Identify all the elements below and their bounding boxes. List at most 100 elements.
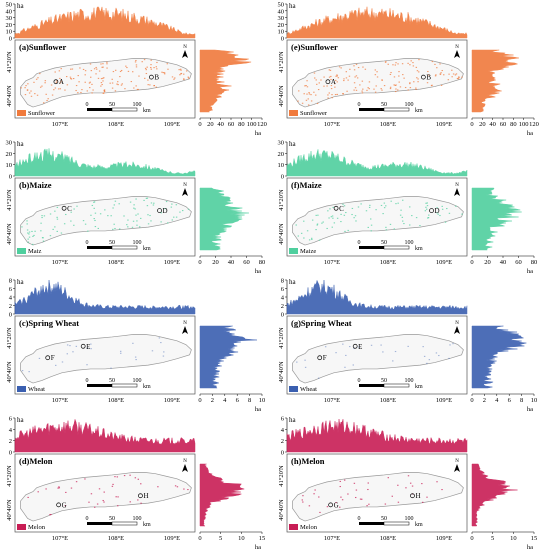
- side-profile: 0 20 40 60 80 ha: [470, 187, 537, 275]
- top-tick-label: 2: [9, 438, 12, 445]
- crop-pixel: [95, 66, 97, 69]
- crop-pixel: [303, 93, 305, 95]
- top-tick-label: 4: [9, 427, 13, 434]
- sample-point-label: B: [426, 74, 431, 82]
- scale-bar-white: [111, 521, 138, 526]
- crop-pixel: [335, 502, 337, 504]
- lon-label: 108°E: [108, 121, 124, 128]
- scale-bar-tick: 50: [109, 516, 115, 522]
- crop-pixel: [345, 354, 347, 356]
- crop-pixel: [361, 90, 363, 92]
- crop-pixel: [129, 201, 132, 203]
- sample-point: [333, 205, 339, 211]
- crop-pixel: [439, 63, 441, 65]
- crop-pixel: [311, 238, 313, 240]
- crop-pixel: [333, 83, 336, 85]
- side-tick-label: 100: [519, 121, 529, 128]
- legend-swatch: [17, 110, 26, 116]
- crop-pixel: [94, 212, 97, 214]
- crop-pixel: [144, 77, 146, 79]
- crop-pixel: [355, 220, 357, 222]
- crop-pixel: [424, 210, 427, 212]
- crop-pixel: [304, 359, 306, 361]
- crop-pixel: [187, 208, 190, 210]
- scale-bar-black: [359, 384, 384, 387]
- side-tick-label: 60: [228, 121, 235, 128]
- crop-pixel: [123, 215, 125, 217]
- side-tick-label: 100: [247, 121, 257, 128]
- crop-pixel: [307, 104, 310, 106]
- side-tick-label: 2: [483, 397, 486, 404]
- top-tick-label: 6: [281, 416, 285, 423]
- crop-pixel: [174, 77, 176, 79]
- crop-pixel: [368, 88, 370, 90]
- lon-label: 108°E: [108, 259, 124, 266]
- crop-pixel: [387, 63, 389, 65]
- crop-pixel: [434, 63, 436, 65]
- side-tick-label: 0: [470, 259, 473, 266]
- crop-pixel: [143, 199, 145, 201]
- crop-pixel: [398, 71, 400, 73]
- crop-pixel: [117, 496, 119, 498]
- crop-pixel: [65, 213, 67, 216]
- crop-pixel: [127, 226, 129, 228]
- side-profile-series: [199, 325, 258, 389]
- crop-pixel: [300, 232, 303, 234]
- crop-pixel: [353, 217, 355, 219]
- crop-pixel: [297, 100, 299, 102]
- crop-pixel: [133, 207, 135, 209]
- side-tick-label: 8: [520, 397, 523, 404]
- crop-pixel: [353, 89, 355, 91]
- side-tick-label: 120: [257, 121, 267, 128]
- crop-pixel: [307, 98, 309, 100]
- crop-pixel: [88, 82, 91, 84]
- crop-pixel: [72, 77, 75, 80]
- crop-pixel: [328, 69, 331, 71]
- side-tick-label: 4: [495, 397, 499, 404]
- crop-pixel: [137, 478, 140, 480]
- scale-bar-tick: 100: [133, 378, 142, 384]
- crop-pixel: [354, 87, 357, 89]
- crop-pixel: [348, 75, 351, 77]
- crop-pixel: [436, 481, 438, 483]
- side-profile-series: [199, 463, 245, 527]
- crop-pixel: [35, 78, 38, 80]
- crop-pixel: [145, 69, 147, 71]
- crop-pixel: [135, 85, 137, 87]
- crop-pixel: [111, 78, 113, 80]
- scale-bar-tick: 50: [109, 378, 115, 384]
- crop-pixel: [46, 99, 48, 102]
- crop-pixel: [443, 74, 445, 76]
- crop-pixel: [28, 371, 30, 373]
- crop-pixel: [111, 485, 114, 487]
- crop-pixel: [59, 82, 61, 84]
- crop-pixel: [58, 486, 60, 488]
- top-tick-label: 0: [9, 174, 12, 181]
- top-tick-label: 4: [9, 295, 13, 302]
- sample-point-label: D: [435, 207, 440, 215]
- north-label: N: [455, 321, 459, 326]
- crop-pixel: [180, 69, 182, 71]
- crop-pixel: [89, 87, 91, 89]
- scale-bar-black: [87, 522, 112, 525]
- crop-pixel: [103, 92, 105, 94]
- crop-pixel: [57, 487, 59, 489]
- crop-pixel: [66, 344, 69, 346]
- crop-pixel: [77, 75, 79, 77]
- crop-pixel: [119, 228, 121, 230]
- crop-pixel: [121, 83, 123, 85]
- north-arrow-shape: [182, 188, 188, 196]
- crop-pixel: [124, 88, 126, 90]
- crop-pixel: [394, 84, 397, 86]
- crop-pixel: [103, 491, 105, 493]
- top-tick-label: 10: [6, 29, 13, 36]
- crop-pixel: [448, 73, 450, 75]
- sample-point-label: G: [62, 501, 67, 509]
- crop-pixel: [426, 205, 429, 207]
- crop-pixel: [316, 223, 319, 225]
- crop-pixel: [295, 224, 297, 226]
- crop-pixel: [416, 77, 418, 79]
